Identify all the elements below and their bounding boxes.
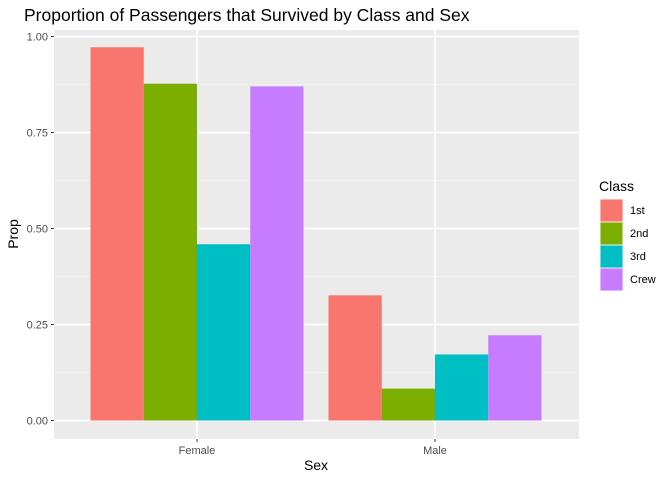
x-axis: Female Male <box>179 439 447 457</box>
y-tick-label: 0.75 <box>27 128 48 140</box>
legend: Class 1st 2nd 3rd Crew <box>599 178 656 291</box>
bar-female-1st <box>90 47 144 421</box>
y-tick-label: 0.25 <box>27 320 48 332</box>
x-tick-label: Male <box>423 445 447 457</box>
legend-label-2nd: 2nd <box>630 228 648 240</box>
legend-swatch-1st <box>600 199 623 222</box>
bar-male-crew <box>488 335 542 421</box>
bars <box>90 47 542 421</box>
bar-female-crew <box>250 86 304 421</box>
y-axis-title: Prop <box>5 219 21 249</box>
bar-male-1st <box>328 295 382 421</box>
y-tick-label: 1.00 <box>27 32 48 44</box>
x-axis-title: Sex <box>304 457 328 473</box>
bar-female-2nd <box>143 83 197 421</box>
legend-swatch-2nd <box>600 222 623 245</box>
chart-title: Proportion of Passengers that Survived b… <box>24 5 470 25</box>
y-tick-label: 0.00 <box>27 416 48 428</box>
y-axis: 0.00 0.25 0.50 0.75 1.00 <box>27 32 54 428</box>
bar-female-3rd <box>197 244 251 421</box>
bar-male-2nd <box>381 388 435 421</box>
x-tick-label: Female <box>179 445 216 457</box>
y-tick-label: 0.50 <box>27 224 48 236</box>
bar-male-3rd <box>435 354 489 421</box>
legend-label-3rd: 3rd <box>630 251 646 263</box>
legend-swatch-3rd <box>600 245 623 268</box>
legend-label-1st: 1st <box>630 205 645 217</box>
legend-swatch-crew <box>600 268 623 291</box>
legend-label-crew: Crew <box>630 274 656 286</box>
legend-title: Class <box>599 178 634 194</box>
